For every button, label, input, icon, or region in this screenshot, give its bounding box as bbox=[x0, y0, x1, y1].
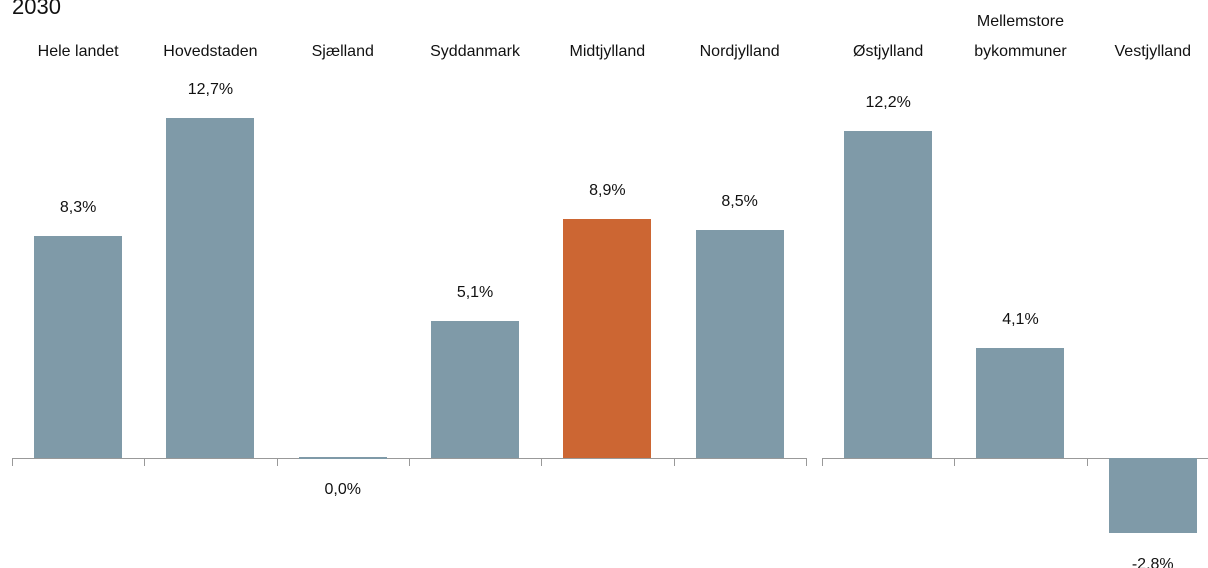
value-label: 4,1% bbox=[1002, 311, 1039, 329]
category-label: Mellemstore bykommuner bbox=[974, 13, 1067, 60]
category-label: Hovedstaden bbox=[163, 43, 258, 60]
bar bbox=[431, 321, 520, 458]
value-label: 5,1% bbox=[456, 284, 494, 302]
tick bbox=[408, 458, 410, 466]
category-label: Østjylland bbox=[853, 43, 924, 60]
category-label: Vestjylland bbox=[1114, 43, 1192, 60]
value-label: 8,3% bbox=[59, 198, 97, 216]
bar bbox=[166, 117, 255, 458]
category-label: Sjælland bbox=[311, 43, 374, 60]
value-label: 12,2% bbox=[865, 94, 911, 112]
category-label: Hele landet bbox=[37, 43, 119, 60]
value-label: 8,9% bbox=[589, 182, 626, 200]
tick bbox=[541, 458, 543, 466]
value-label: 8,5% bbox=[721, 193, 758, 211]
bar bbox=[976, 348, 1065, 458]
tick bbox=[12, 458, 13, 466]
tick bbox=[1086, 458, 1088, 466]
bar bbox=[298, 457, 387, 459]
chart-title: 2030 bbox=[12, 0, 61, 19]
tick bbox=[276, 458, 278, 466]
tick bbox=[822, 458, 823, 466]
bar bbox=[844, 131, 933, 458]
tick bbox=[673, 458, 675, 466]
category-label: Nordjylland bbox=[699, 43, 780, 60]
tick bbox=[805, 458, 807, 466]
category-label: Syddanmark bbox=[430, 43, 520, 60]
bar bbox=[1108, 458, 1197, 534]
value-label: 0,0% bbox=[324, 481, 361, 498]
axis-line bbox=[822, 458, 1208, 459]
value-label: 12,7% bbox=[187, 80, 234, 98]
tick bbox=[144, 458, 146, 466]
tick bbox=[954, 458, 956, 466]
value-label: -2,8% bbox=[1131, 556, 1174, 568]
category-label: Midtjylland bbox=[569, 43, 646, 60]
bar bbox=[563, 219, 652, 458]
bar bbox=[34, 235, 123, 458]
bar bbox=[695, 230, 784, 458]
